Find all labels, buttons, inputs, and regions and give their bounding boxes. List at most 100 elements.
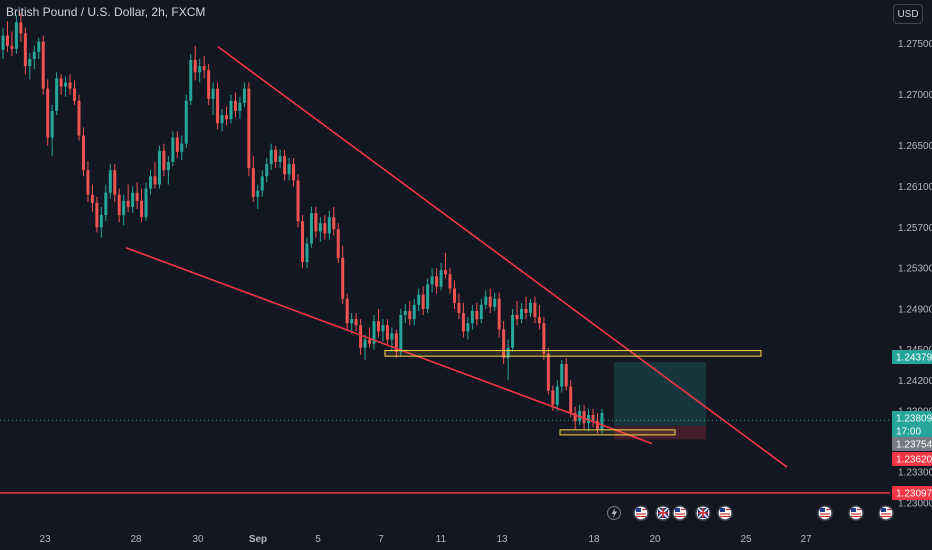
candle-body: [189, 60, 193, 101]
candle-body: [95, 202, 99, 228]
x-tick-label: 18: [588, 534, 600, 545]
candle-body: [520, 308, 524, 320]
zone-top-badge: 1.24379: [892, 350, 932, 364]
candle-body: [466, 323, 470, 332]
candle-body: [511, 315, 515, 348]
symbol-title[interactable]: British Pound / U.S. Dollar, 2h, FXCM: [6, 5, 206, 19]
us-flag-icon: [672, 505, 688, 521]
candle: [296, 174, 300, 228]
candle-body: [229, 100, 233, 120]
candle-body: [497, 298, 501, 330]
candle-body: [216, 88, 220, 124]
candle-body: [211, 88, 215, 99]
candle: [332, 206, 336, 236]
candle: [318, 217, 322, 242]
candle-body: [350, 319, 354, 324]
support-badge: 1.23097: [892, 486, 932, 500]
uk-flag-icon: [655, 505, 671, 521]
candle: [461, 302, 465, 338]
candle-body: [573, 412, 577, 422]
candle-body: [394, 333, 398, 352]
candle: [376, 308, 380, 338]
candle-body: [225, 115, 228, 120]
candle-body: [381, 325, 385, 332]
candle-body: [488, 296, 492, 307]
candle: [14, 15, 18, 54]
y-tick-label: 1.23300: [898, 468, 932, 479]
candle-body: [564, 364, 568, 387]
candle: [542, 317, 546, 360]
currency-button[interactable]: USD: [893, 4, 923, 24]
x-tick-label: 25: [740, 534, 752, 545]
candle: [546, 347, 550, 395]
candle: [368, 327, 372, 348]
candle-body: [81, 135, 85, 171]
candle: [77, 94, 81, 141]
candle-body: [448, 274, 452, 289]
candle-body: [77, 100, 81, 136]
candle-body: [198, 66, 202, 73]
candle: [287, 157, 291, 181]
candle-body: [23, 33, 27, 67]
candle: [278, 149, 282, 169]
candle-body: [323, 223, 327, 234]
candle-body: [104, 192, 108, 216]
candle-body: [233, 100, 237, 112]
candle-body: [265, 164, 269, 177]
candle: [502, 321, 506, 365]
candle: [32, 45, 36, 70]
time-axis[interactable]: 23 28 30 Sep 5 7 11 13 18 20 25 27: [39, 534, 812, 545]
candle: [479, 298, 483, 324]
stop-box: [614, 425, 706, 440]
candle: [528, 298, 532, 318]
candle: [81, 127, 85, 177]
candle: [216, 82, 220, 130]
candle: [50, 104, 54, 156]
candle-body: [385, 325, 389, 340]
candle: [86, 161, 90, 202]
candle: [198, 59, 202, 83]
candle-body: [260, 176, 264, 191]
candle-body: [19, 22, 23, 34]
x-tick-label: 30: [192, 534, 204, 545]
candle-body: [587, 415, 591, 424]
candle: [1, 28, 5, 60]
candle-body: [435, 276, 439, 287]
candle: [68, 74, 72, 95]
candle-body: [417, 294, 421, 305]
candle-body: [591, 415, 595, 422]
lower-trendline: [125, 246, 653, 445]
candle-body: [238, 102, 242, 112]
candle-body: [37, 41, 41, 52]
candle: [359, 319, 363, 355]
candle-body: [359, 325, 363, 348]
candle: [578, 404, 582, 426]
candle-body: [117, 194, 121, 216]
x-tick-label: 23: [39, 534, 51, 545]
y-tick-label: 1.24900: [898, 304, 932, 315]
x-tick-label: 13: [496, 534, 508, 545]
candle: [233, 92, 237, 118]
candle-body: [202, 66, 206, 71]
candle: [157, 145, 161, 189]
stop-badge-label: 1.23620: [896, 455, 932, 466]
candle-body: [439, 270, 443, 287]
candle: [457, 293, 461, 320]
candle-body: [582, 410, 586, 424]
candle: [211, 82, 215, 116]
candle: [10, 31, 14, 56]
candle-body: [140, 200, 144, 218]
candle-body: [542, 323, 546, 354]
candle-body: [336, 229, 340, 258]
candle-body: [479, 304, 483, 320]
candle: [104, 184, 108, 222]
target-box: [614, 362, 706, 426]
candle-body: [309, 213, 313, 244]
candle: [520, 302, 524, 324]
candle-body: [283, 155, 287, 175]
support-badge-bg: [892, 486, 932, 500]
candle: [466, 317, 470, 340]
candle-body: [452, 288, 456, 303]
